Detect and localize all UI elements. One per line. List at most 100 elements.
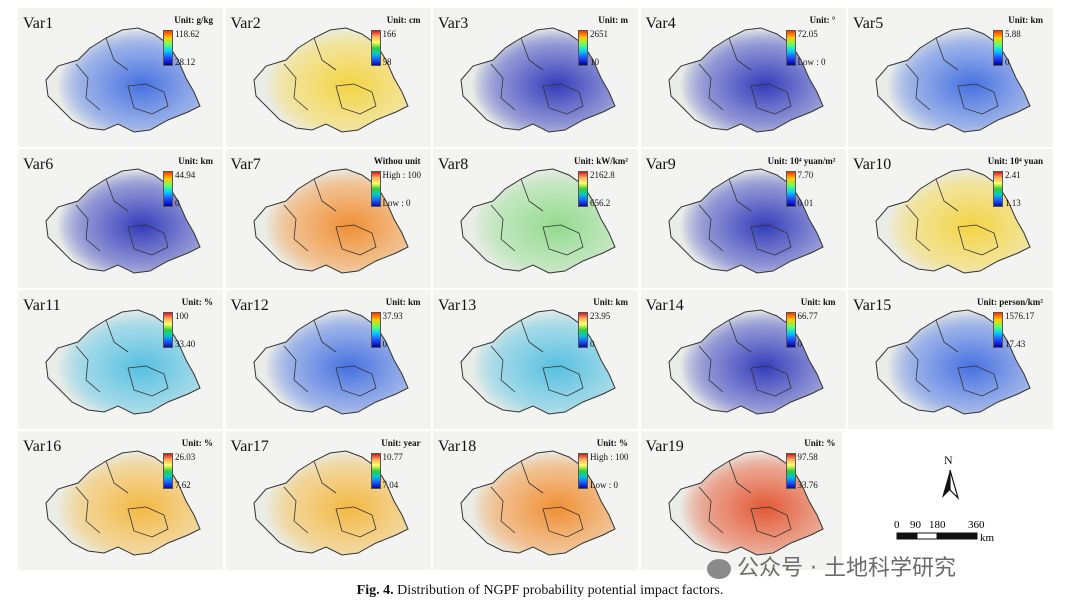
legend-color-ramp [578,171,588,207]
color-legend: 72.05 Low : 0 [785,28,846,76]
legend-low-value: 58 [382,57,392,67]
color-legend: High : 100 Low : 0 [370,169,431,217]
map-panel: Var6 Unit: km 44.94 0 [18,149,223,288]
province-map [252,27,409,133]
province-map [252,450,409,556]
map-panel: Var5 Unit: km 5.88 0 [848,8,1053,147]
legend-high-value: High : 100 [590,452,629,462]
panel-title: Var13 [438,297,477,314]
legend-low-value: 0.01 [797,198,814,208]
legend-low-value: Low : 0 [590,480,618,490]
panel-unit: Unit: m [598,15,628,25]
legend-low-value: 33.40 [175,339,196,349]
map-panel: Var1 Unit: g/kg 118.62 28.12 [18,8,223,147]
legend-high-value: 66.77 [797,311,818,321]
panel-unit: Unit: % [181,438,213,448]
panel-unit: Unit: km [1008,15,1043,25]
legend-color-ramp [785,453,796,489]
legend-high-value: 1576.17 [1005,311,1035,321]
province-map [460,450,616,556]
province-map [45,450,201,556]
legend-low-value: 7.62 [175,480,191,490]
legend-color-ramp [163,171,173,207]
province-map [875,309,1031,415]
legend-high-value: 2651 [590,29,608,39]
map-panel: Var10 Unit: 10⁴ yuan 2.41 1.13 [848,149,1053,288]
map-panel: Var7 Withou unit High : 100 Low : 0 [225,149,431,288]
wechat-icon [707,559,731,579]
legend-high-value: 44.94 [175,170,196,180]
color-legend: 44.94 0 [163,169,223,217]
legend-low-value: 0 [590,339,595,349]
panel-title: Var6 [23,156,54,173]
color-legend: 5.88 0 [993,28,1053,76]
legend-low-value: Low : 0 [797,57,826,67]
color-legend: 100 33.40 [163,310,223,358]
panel-title: Var3 [438,15,469,32]
legend-high-value: 10.77 [382,452,403,462]
north-label: N [944,453,953,467]
legend-color-ramp [785,30,796,66]
panel-unit: Unit: ° [809,15,836,25]
legend-color-ramp [163,312,173,348]
panel-title: Var12 [230,297,269,314]
color-legend: 10.77 7.04 [370,451,431,499]
legend-high-value: High : 100 [382,170,422,180]
panel-unit: Unit: km [800,297,836,307]
legend-low-value: 17.43 [1005,339,1026,349]
legend-high-value: 72.05 [797,29,818,39]
legend-color-ramp [993,312,1003,348]
legend-color-ramp [370,30,381,66]
color-legend: 2.41 1.13 [993,169,1053,217]
color-legend: 97.58 33.76 [785,451,846,499]
panel-title: Var11 [23,297,61,314]
map-panel: Var14 Unit: km 66.77 0 [640,290,846,429]
color-legend: 37.93 0 [370,310,431,358]
province-map [667,27,824,133]
legend-low-value: 0 [1005,57,1010,67]
map-panel: Var4 Unit: ° 72.05 Low : 0 [640,8,846,147]
legend-color-ramp [993,30,1003,66]
compass-scalebar-svg: N 0 90 180 360 km [894,453,995,544]
legend-high-value: 23.95 [590,311,611,321]
panel-title: Var16 [23,438,62,455]
panel-title: Var18 [438,438,477,455]
legend-low-value: 0 [797,339,803,349]
scale-label-360: 360 [968,519,985,531]
panel-title: Var15 [853,297,892,314]
province-map [667,168,824,274]
caption-text: Distribution of NGPF probability potenti… [397,583,724,598]
panel-title: Var4 [645,15,676,32]
panel-unit: Unit: cm [386,15,421,25]
panel-title: Var14 [645,297,684,314]
color-legend: 166 58 [370,28,431,76]
map-panel: Var18 Unit: % High : 100 Low : 0 [433,431,638,570]
color-legend: 23.95 0 [578,310,638,358]
legend-color-ramp [370,453,381,489]
color-legend: 26.03 7.62 [163,451,223,499]
panel-unit: Unit: % [596,438,628,448]
map-panel: Var8 Unit: kW/km² 2162.8 656.2 [433,149,638,288]
map-panel: Var9 Unit: 10⁴ yuan/m² 7.70 0.01 [640,149,846,288]
province-map [460,27,616,133]
legend-low-value: 0 [175,198,180,208]
panel-title: Var2 [230,15,261,32]
legend-low-value: 7.04 [382,480,399,490]
province-map [875,27,1031,133]
panel-title: Var5 [853,15,884,32]
province-map [252,309,409,415]
legend-color-ramp [785,312,796,348]
legend-low-value: 10 [590,57,599,67]
color-legend: 2162.8 656.2 [578,169,638,217]
province-map [460,168,616,274]
legend-color-ramp [578,30,588,66]
legend-high-value: 166 [382,29,397,39]
legend-high-value: 7.70 [797,170,814,180]
legend-low-value: 656.2 [590,198,611,208]
panel-unit: Unit: % [804,438,836,448]
color-legend: 7.70 0.01 [785,169,846,217]
province-map [45,309,201,415]
watermark-text: 公众号 · 土地科学研究 [737,556,956,581]
scale-unit: km [980,532,995,544]
legend-high-value: 118.62 [175,29,200,39]
